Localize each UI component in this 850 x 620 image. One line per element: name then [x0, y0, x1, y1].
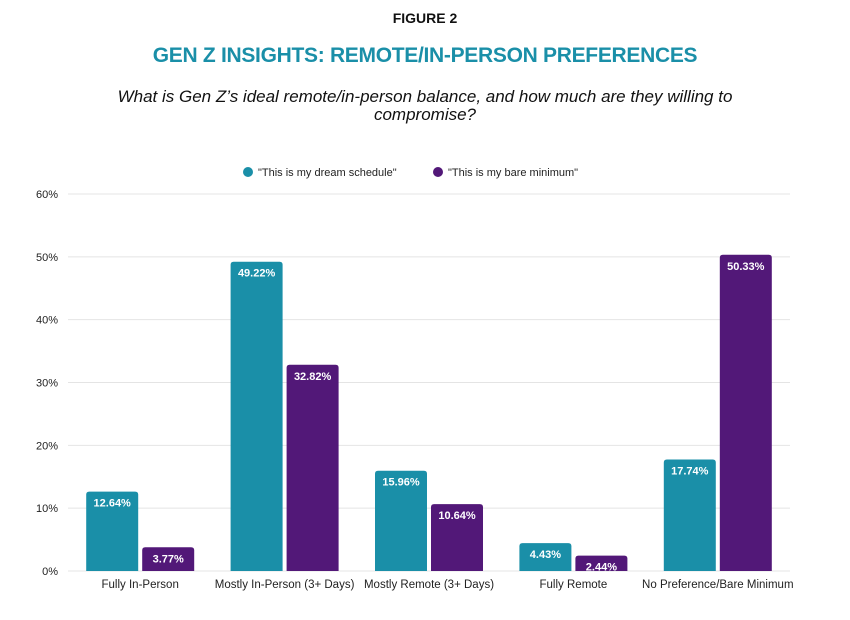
- legend-marker: [433, 167, 443, 177]
- chart-title: GEN Z INSIGHTS: REMOTE/IN-PERSON PREFERE…: [152, 44, 698, 67]
- data-label: 2.44%: [586, 562, 617, 574]
- data-label: 12.64%: [94, 498, 132, 510]
- figure-label: FIGURE 2: [392, 10, 458, 26]
- data-label: 4.43%: [530, 549, 561, 561]
- bar: [86, 491, 139, 571]
- bar: [230, 261, 283, 571]
- legend-label: "This is my dream schedule": [258, 167, 397, 179]
- bar: [575, 555, 628, 571]
- bar: [719, 254, 772, 571]
- y-tick-label: 50%: [36, 252, 58, 264]
- x-tick-label: Mostly In-Person (3+ Days): [215, 579, 355, 591]
- y-tick-label: 40%: [36, 315, 58, 327]
- x-tick-label: Fully Remote: [540, 579, 608, 591]
- data-label: 49.22%: [238, 268, 276, 280]
- y-tick-label: 60%: [36, 189, 58, 201]
- bar: [663, 459, 716, 571]
- bar: [431, 504, 483, 571]
- data-label: 50.33%: [727, 261, 765, 273]
- data-label: 17.74%: [671, 466, 709, 478]
- y-tick-label: 30%: [36, 378, 58, 390]
- y-tick-label: 10%: [36, 503, 58, 515]
- x-tick-label: Fully In-Person: [102, 579, 179, 591]
- chart-subtitle: What is Gen Z’s ideal remote/in-person b…: [117, 87, 733, 124]
- x-tick-label: Mostly Remote (3+ Days): [364, 579, 494, 591]
- legend-label: "This is my bare minimum": [448, 167, 578, 179]
- data-label: 10.64%: [438, 510, 476, 522]
- y-tick-label: 0%: [42, 566, 58, 578]
- bar: [375, 470, 427, 571]
- x-tick-label: No Preference/Bare Minimum: [642, 579, 793, 591]
- bar: [286, 364, 339, 571]
- data-label: 32.82%: [294, 371, 332, 383]
- data-label: 15.96%: [382, 477, 420, 489]
- bar: [519, 543, 572, 571]
- bar: [142, 547, 195, 571]
- data-label: 3.77%: [153, 553, 184, 565]
- legend-marker: [243, 167, 253, 177]
- y-tick-label: 20%: [36, 440, 58, 452]
